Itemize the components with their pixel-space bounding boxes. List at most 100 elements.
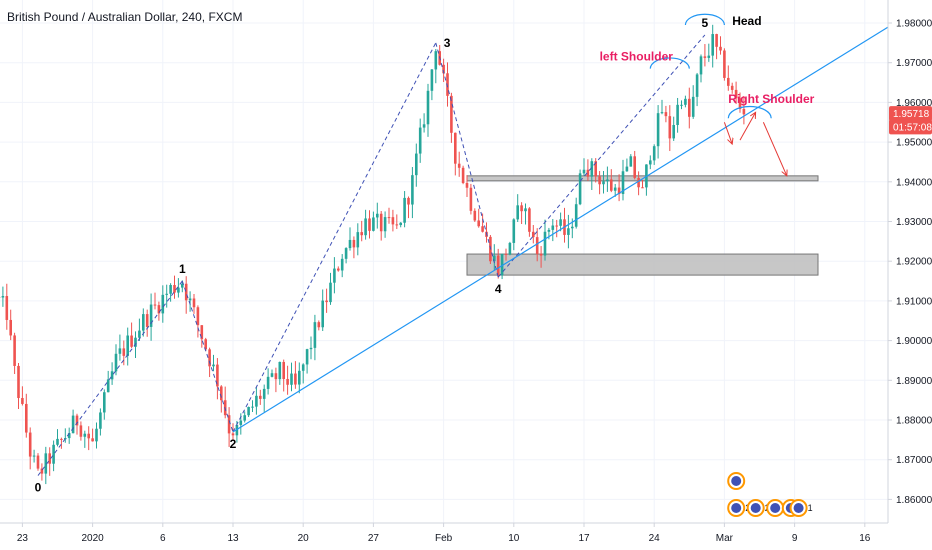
trendline <box>232 26 889 433</box>
flag-icon <box>731 476 742 486</box>
candle-body <box>719 46 722 51</box>
economic-events[interactable]: 22421 <box>727 472 813 517</box>
candle-body <box>208 349 211 367</box>
x-tick-label: 13 <box>227 533 239 544</box>
flag-icon <box>793 503 804 513</box>
wave-label: 4 <box>495 282 502 296</box>
candle-body <box>79 425 83 437</box>
x-tick-label: 20 <box>298 533 310 544</box>
candle-body <box>520 205 523 212</box>
candle-body <box>582 169 586 174</box>
candle-body <box>134 337 137 347</box>
candle-body <box>301 364 305 371</box>
projection-arrow <box>739 112 756 141</box>
candle-body <box>652 146 656 161</box>
candle-body <box>610 179 613 191</box>
candle-body <box>399 222 402 226</box>
pattern-annotation: left Shoulder <box>600 50 674 64</box>
candle-body <box>255 395 258 407</box>
candle-body <box>457 163 461 168</box>
candle-body <box>621 171 625 195</box>
candle-body <box>691 96 695 117</box>
candle-body <box>508 242 512 255</box>
candle-body <box>415 153 418 176</box>
candle-body <box>87 433 90 439</box>
candle-body <box>672 125 675 139</box>
candle-body <box>36 455 40 469</box>
candle-body <box>723 50 726 78</box>
candle-body <box>364 218 367 236</box>
candle-body <box>231 433 235 436</box>
x-tick-label: 9 <box>792 533 798 544</box>
candle-body <box>333 268 336 283</box>
wave-label: 0 <box>35 481 42 495</box>
candle-body <box>21 398 24 404</box>
candle-body <box>270 373 274 377</box>
candle-body <box>106 379 110 393</box>
candle-body <box>126 335 129 356</box>
chart-title: British Pound / Australian Dollar, 240, … <box>7 10 242 24</box>
candle-body <box>118 348 122 354</box>
candle-body <box>473 210 477 221</box>
candle-body <box>602 181 605 185</box>
candle-body <box>383 217 387 232</box>
candle-body <box>60 438 63 440</box>
candle-body <box>738 98 742 110</box>
candle-body <box>660 112 664 114</box>
wave-dashed-line <box>435 42 499 278</box>
candle-body <box>17 365 20 399</box>
candle-body <box>138 330 141 338</box>
candle-body <box>574 204 578 227</box>
candle-body <box>454 132 457 164</box>
candle-body <box>52 444 55 464</box>
candle-body <box>32 455 36 457</box>
candle-body <box>407 197 410 205</box>
x-axis: 23 2020 6 13 20 27 Feb 10 17 24 Mar 9 16 <box>17 523 871 544</box>
candle-body <box>699 56 703 75</box>
projection-arrow <box>723 122 732 144</box>
pattern-annotation: Head <box>732 14 761 28</box>
price-zone <box>466 253 819 276</box>
candle-body <box>395 224 399 226</box>
candle-body <box>528 208 531 232</box>
candle-body <box>344 248 348 259</box>
candle-body <box>145 314 149 327</box>
candle-body <box>535 237 539 254</box>
candle-body <box>220 386 223 401</box>
candle-body <box>430 69 434 91</box>
candle-body <box>633 156 636 178</box>
candle-body <box>95 428 98 442</box>
y-tick-label: 1.96000 <box>896 98 932 109</box>
candle-body <box>122 348 126 356</box>
candle-body <box>305 349 309 365</box>
x-tick-label: 23 <box>17 533 29 544</box>
price-tag-bg <box>889 106 932 122</box>
x-tick-label: Mar <box>716 533 734 544</box>
candle-body <box>703 56 707 58</box>
price-tags: 1.95718 01:57:08 <box>889 106 932 135</box>
x-tick-label: 2020 <box>81 533 104 544</box>
shoulder-arc <box>649 57 690 69</box>
candle-body <box>641 187 644 189</box>
y-tick-label: 1.94000 <box>896 177 932 188</box>
shoulder-arc <box>727 105 772 119</box>
candle-body <box>71 415 75 434</box>
candle-body <box>114 353 118 372</box>
annotations: 0 1 2 3 4 5 left Shoulder Head Right Shoulder <box>35 14 815 495</box>
wave-dashed-line <box>232 42 437 433</box>
candle-body <box>594 161 597 177</box>
candle-body <box>695 74 699 97</box>
candle-body <box>379 213 383 232</box>
candle-body <box>715 34 718 47</box>
candle-body <box>496 255 500 276</box>
candle-body <box>446 73 449 96</box>
candle-body <box>325 300 328 303</box>
candle-body <box>551 225 555 230</box>
candle-body <box>730 85 734 90</box>
candle-body <box>559 219 562 226</box>
candle-body <box>742 109 746 115</box>
candle-body <box>613 187 617 191</box>
x-tick-label: 27 <box>368 533 380 544</box>
